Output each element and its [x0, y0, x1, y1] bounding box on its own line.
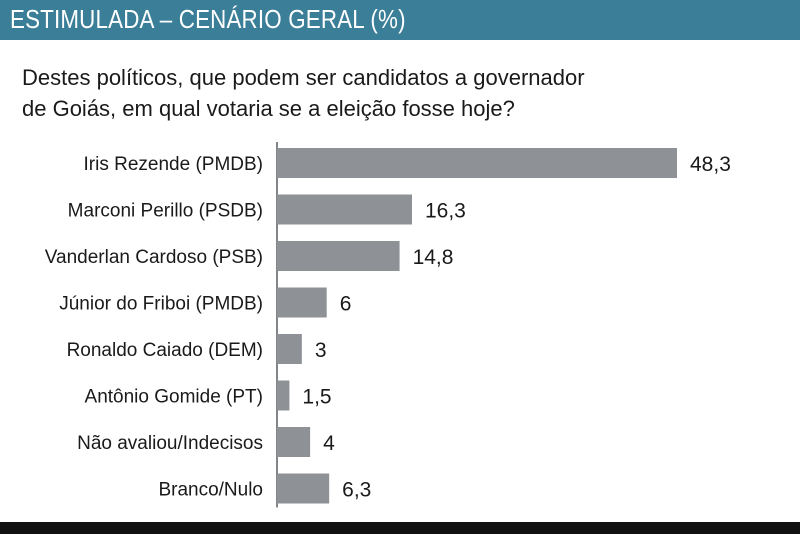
survey-question-line-1: Destes políticos, que podem ser candidat…: [22, 65, 585, 90]
bar-value-label: 4: [323, 432, 335, 455]
bar: [277, 427, 311, 457]
category-label: Ronaldo Caiado (DEM): [67, 340, 263, 361]
bar-value-label: 48,3: [690, 153, 731, 176]
bar-value-label: 6,3: [342, 479, 371, 502]
header-bar: ESTIMULADA – CENÁRIO GERAL (%): [0, 0, 800, 40]
chart-header-title: ESTIMULADA – CENÁRIO GERAL (%): [10, 4, 406, 34]
bar: [277, 241, 400, 271]
survey-question: Destes políticos, que podem ser candidat…: [22, 62, 762, 124]
bottom-rule: [0, 522, 800, 534]
category-label: Branco/Nulo: [158, 480, 263, 501]
bar-value-label: 3: [315, 339, 327, 362]
bar: [277, 148, 677, 178]
bar: [277, 194, 412, 225]
category-label: Iris Rezende (PMDB): [84, 154, 264, 175]
category-label: Júnior do Friboi (PMDB): [59, 294, 263, 315]
bar: [277, 380, 290, 411]
bar-value-label: 16,3: [425, 200, 466, 223]
category-label: Antônio Gomide (PT): [85, 387, 263, 408]
bar-value-label: 1,5: [302, 386, 331, 409]
bar: [277, 473, 330, 504]
category-label: Marconi Perillo (PSDB): [68, 201, 263, 222]
category-label: Não avaliou/Indecisos: [77, 433, 263, 454]
bar-chart: Iris Rezende (PMDB) 48,3 Marconi Perillo (…: [45, 142, 731, 508]
bar: [277, 334, 302, 364]
bar-value-label: 6: [340, 293, 352, 316]
category-label: Vanderlan Cardoso (PSB): [45, 247, 263, 268]
bar: [277, 287, 327, 318]
survey-question-line-2: de Goiás, em qual votaria se a eleição f…: [22, 96, 515, 121]
bar-value-label: 14,8: [413, 246, 454, 269]
